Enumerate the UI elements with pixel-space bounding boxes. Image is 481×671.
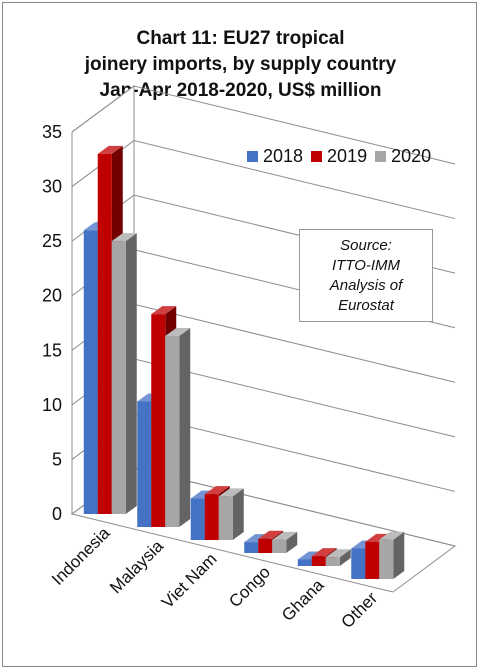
bar-side-2020-indonesia xyxy=(125,233,137,514)
legend-swatch-2020 xyxy=(375,150,387,162)
bar-front-2020-congo xyxy=(272,539,287,553)
bar-front-2020-other xyxy=(379,539,394,579)
bar-front-2018-viet-nam xyxy=(190,498,205,540)
y-tick-label: 35 xyxy=(42,122,62,142)
x-tick-label-ghana: Ghana xyxy=(278,575,328,625)
gridline xyxy=(71,140,456,220)
x-tick-label-congo: Congo xyxy=(225,562,274,611)
y-tick-label: 15 xyxy=(42,340,62,360)
legend-swatch-2018 xyxy=(247,150,258,162)
x-tick-label-malaysia: Malaysia xyxy=(106,536,167,597)
legend: 2018 2019 2020 xyxy=(247,144,439,168)
bar-2020-viet-nam xyxy=(218,488,244,540)
x-tick-label-other: Other xyxy=(338,588,382,632)
legend-item-2020: 2020 xyxy=(375,146,431,167)
bar-top-2020-ghana xyxy=(325,549,351,558)
legend-label-2019: 2019 xyxy=(327,145,368,166)
chart-title: Chart 11: EU27 tropical joinery imports,… xyxy=(0,26,481,104)
bar-2020-indonesia xyxy=(111,233,137,514)
bar-front-2019-malaysia xyxy=(151,314,166,527)
bar-side-2020-congo xyxy=(286,531,298,553)
legend-swatch-2019 xyxy=(311,150,323,162)
chart-title-line-3: Jan-Apr 2018-2020, US$ million xyxy=(99,80,382,101)
bar-2020-ghana xyxy=(325,549,351,566)
source-box: Source: ITTO-IMM Analysis of Eurostat xyxy=(299,229,433,322)
bar-2020-malaysia xyxy=(165,328,191,527)
bar-side-2020-ghana xyxy=(339,549,351,566)
bar-front-2019-indonesia xyxy=(97,153,112,515)
x-tick-label-indonesia: Indonesia xyxy=(48,523,114,589)
bar-front-2020-malaysia xyxy=(165,336,180,527)
bar-front-2018-congo xyxy=(244,542,259,553)
y-tick-label: 30 xyxy=(42,177,62,197)
bar-side-2020-other xyxy=(393,531,405,579)
bar-top-2020-indonesia xyxy=(111,233,137,242)
bar-top-2019-other xyxy=(365,533,391,542)
bar-front-2018-malaysia xyxy=(137,401,152,527)
x-tick-label-viet-nam: Viet Nam xyxy=(158,549,221,612)
bar-front-2018-ghana xyxy=(297,559,312,566)
bar-front-2019-ghana xyxy=(311,556,326,566)
bar-side-2020-malaysia xyxy=(179,328,191,527)
bar-front-2020-viet-nam xyxy=(218,496,233,540)
legend-item-2018: 2018 xyxy=(247,146,303,167)
chart-frame xyxy=(2,2,477,667)
legend-item-2019: 2019 xyxy=(311,146,367,167)
y-tick-label: 25 xyxy=(42,231,62,251)
bar-front-2020-ghana xyxy=(325,557,340,566)
source-line-2: ITTO-IMM xyxy=(331,256,401,274)
bar-top-2019-malaysia xyxy=(151,306,177,315)
bar-top-2020-congo xyxy=(272,531,298,540)
bar-top-2019-indonesia xyxy=(97,145,123,154)
bar-front-2019-other xyxy=(365,541,380,579)
legend-label-2020: 2020 xyxy=(391,145,432,166)
chart-title-line-2: joinery imports, by supply country xyxy=(84,54,397,75)
bar-2020-other xyxy=(379,531,405,579)
bar-front-2018-other xyxy=(351,548,366,579)
gridline xyxy=(71,85,456,165)
bar-front-2019-viet-nam xyxy=(204,494,219,540)
source-line-3: Analysis of xyxy=(329,276,403,294)
bar-top-2019-congo xyxy=(258,530,284,539)
chart-title-line-1: Chart 11: EU27 tropical xyxy=(136,28,345,49)
source-line-1: Source: xyxy=(340,236,392,254)
bars xyxy=(83,145,405,579)
y-tick-label: 5 xyxy=(52,449,62,469)
legend-label-2018: 2018 xyxy=(263,145,304,166)
y-tick-label: 20 xyxy=(42,286,62,306)
y-tick-label: 10 xyxy=(42,395,62,415)
bar-front-2019-congo xyxy=(258,538,273,553)
bar-top-2020-viet-nam xyxy=(218,488,244,497)
bar-top-2019-ghana xyxy=(311,548,337,557)
bar-top-2020-other xyxy=(379,531,405,540)
y-tick-label: 0 xyxy=(52,504,62,524)
bar-front-2020-indonesia xyxy=(111,241,126,514)
bar-front-2018-indonesia xyxy=(83,230,98,514)
source-line-4: Eurostat xyxy=(338,296,394,314)
bar-2020-congo xyxy=(272,531,298,553)
bar-top-2020-malaysia xyxy=(165,328,191,336)
bar-side-2020-viet-nam xyxy=(232,488,244,540)
bar-top-2019-viet-nam xyxy=(204,486,230,495)
